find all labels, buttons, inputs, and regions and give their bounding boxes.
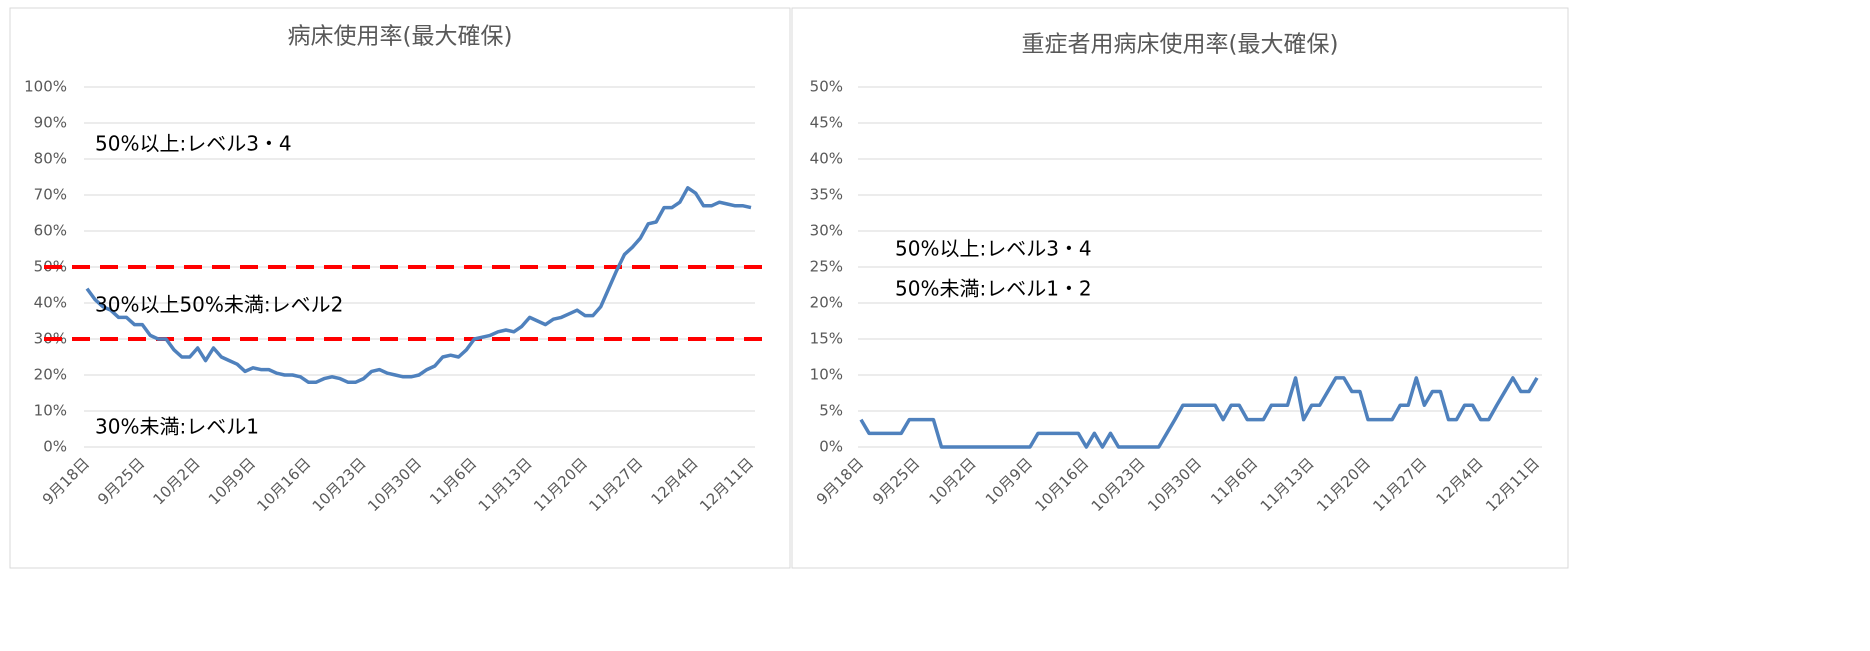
annotation: 50%以上:レベル3・4 [95,132,292,156]
annotation: 30%以上50%未満:レベル2 [95,293,343,317]
y-tick-label: 30% [810,222,843,240]
x-tick-label: 9月18日 [813,454,867,508]
y-tick-label: 45% [810,114,843,132]
annotation: 50%以上:レベル3・4 [895,237,1092,261]
x-tick-label: 9月18日 [39,454,93,508]
x-tick-label: 12月11日 [1482,454,1543,515]
data-line [859,376,1539,449]
x-tick-label: 11月13日 [475,454,536,515]
x-tick-label: 10月30日 [1144,454,1205,515]
x-tick-label: 10月30日 [364,454,425,515]
annotation: 30%未満:レベル1 [95,415,259,439]
y-tick-label: 60% [34,222,67,240]
x-tick-label: 10月16日 [253,454,314,515]
x-tick-label: 11月27日 [1369,454,1430,515]
y-tick-label: 0% [819,438,843,456]
y-tick-label: 25% [810,258,843,276]
y-tick-label: 10% [810,366,843,384]
annotation: 50%未満:レベル1・2 [895,277,1092,301]
x-tick-label: 11月27日 [585,454,646,515]
chart-title: 重症者用病床使用率(最大確保) [1022,32,1339,58]
x-tick-label: 11月20日 [530,454,591,515]
x-tick-label: 12月4日 [647,454,701,508]
x-tick-label: 11月6日 [426,454,480,508]
y-tick-label: 10% [34,402,67,420]
x-tick-label: 11月13日 [1257,454,1318,515]
data-line [85,186,752,384]
x-tick-label: 10月23日 [1088,454,1149,515]
x-tick-label: 10月9日 [205,454,259,508]
y-tick-label: 100% [24,78,67,96]
y-tick-label: 20% [810,294,843,312]
panel-right [791,7,1569,569]
y-tick-label: 15% [810,330,843,348]
y-tick-label: 40% [34,294,67,312]
y-tick-label: 50% [810,78,843,96]
x-tick-label: 11月6日 [1207,454,1261,508]
y-tick-label: 20% [34,366,67,384]
x-tick-label: 12月4日 [1432,454,1486,508]
y-tick-label: 40% [810,150,843,168]
x-tick-label: 12月11日 [696,454,757,515]
y-tick-label: 35% [810,186,843,204]
y-tick-label: 90% [34,114,67,132]
x-tick-label: 10月2日 [149,454,203,508]
panel-left [9,7,791,569]
x-tick-label: 10月2日 [925,454,979,508]
y-tick-label: 80% [34,150,67,168]
x-tick-label: 10月16日 [1031,454,1092,515]
x-tick-label: 10月23日 [309,454,370,515]
x-tick-label: 9月25日 [94,454,148,508]
x-tick-label: 11月20日 [1313,454,1374,515]
y-tick-label: 70% [34,186,67,204]
y-tick-label: 5% [819,402,843,420]
x-tick-label: 10月9日 [982,454,1036,508]
x-tick-label: 9月25日 [869,454,923,508]
chart-title: 病床使用率(最大確保) [288,24,513,50]
y-tick-label: 0% [43,438,67,456]
